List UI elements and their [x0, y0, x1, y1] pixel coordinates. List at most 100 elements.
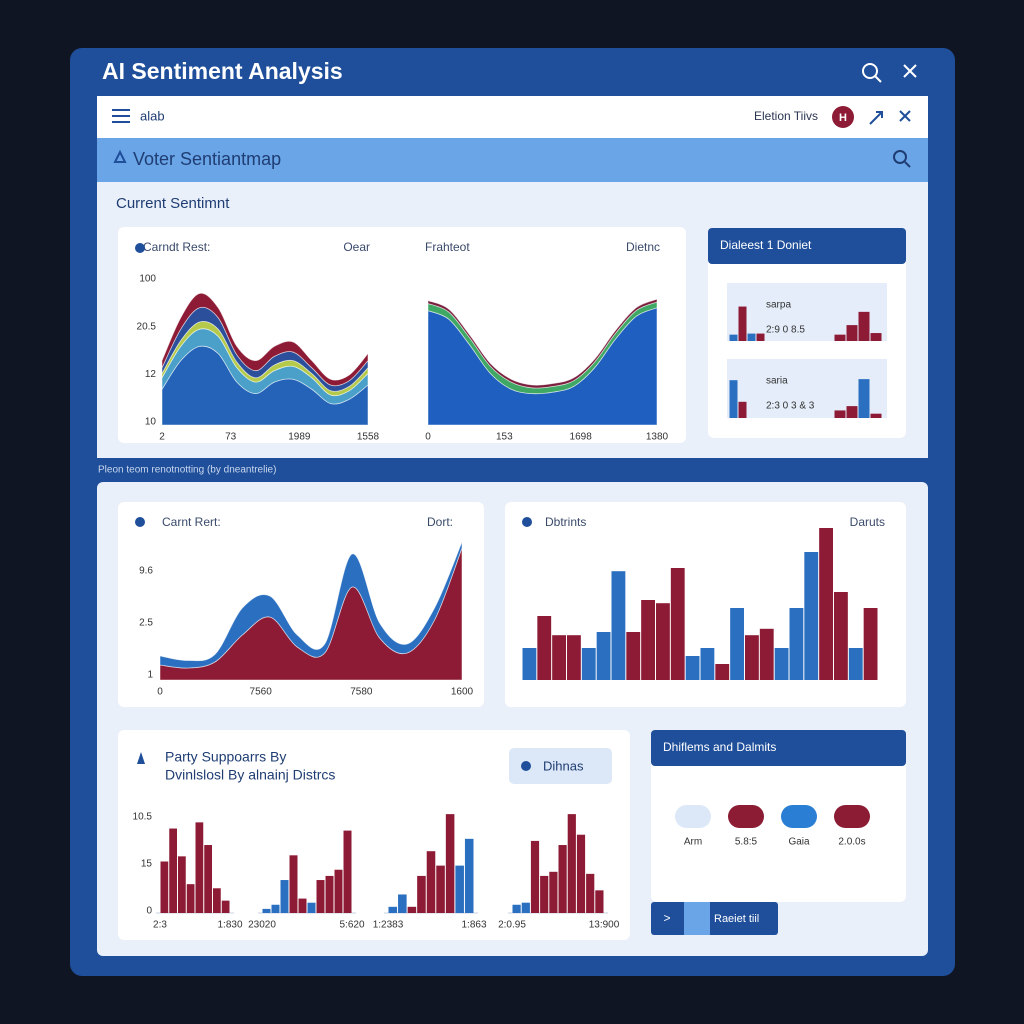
bar: [870, 413, 882, 418]
bar: [388, 906, 398, 913]
bar: [747, 333, 756, 341]
x-tick-label: 153: [496, 432, 513, 443]
legend-swatch: [728, 805, 764, 828]
window-title: AI Sentiment Analysis: [102, 58, 343, 84]
avatar[interactable]: [832, 106, 854, 128]
x-tick-label: 5:620: [339, 920, 364, 931]
chart-header: Dort:: [427, 515, 453, 529]
bar: [426, 851, 436, 913]
bar: [417, 875, 426, 913]
bar: [586, 873, 595, 913]
bar: [596, 632, 611, 680]
x-tick-label: 13:900: [589, 920, 620, 931]
bar: [581, 648, 596, 680]
card: [651, 730, 906, 902]
bar: [521, 902, 530, 913]
bar: [558, 845, 567, 913]
x-tick-label: 0: [425, 432, 431, 443]
section-title: Current Sentimnt: [116, 195, 230, 212]
bar: [316, 880, 325, 913]
footer-button[interactable]: [651, 902, 778, 935]
chart-header: Oear: [343, 240, 370, 254]
bar: [195, 822, 204, 913]
subheader: [97, 138, 928, 182]
bar: [289, 855, 298, 913]
toolbar-label: Eletion Tiivs: [754, 109, 818, 123]
x-tick-label: 1:830: [217, 920, 242, 931]
bar: [595, 890, 604, 913]
bar: [537, 616, 552, 680]
bar: [834, 592, 848, 680]
x-tick-label: 1380: [646, 432, 669, 443]
panel-label: sarpa: [766, 300, 791, 311]
legend-swatch: [834, 805, 870, 828]
bar: [848, 648, 863, 680]
card-title: Dvinlslosl By alnainj Distrcs: [165, 767, 335, 783]
area: [427, 298, 658, 389]
bar: [221, 900, 230, 913]
card-header: [708, 228, 906, 264]
card-icon: [137, 752, 145, 764]
toolbar-close[interactable]: [899, 110, 911, 122]
card-title: Dhiflems and Dalmits: [663, 740, 776, 754]
filter-button[interactable]: [509, 748, 612, 784]
bar: [436, 865, 445, 913]
bar: [512, 904, 521, 913]
x-tick-label: 7560: [250, 687, 273, 698]
x-tick-label: 7580: [350, 687, 373, 698]
x-tick-label: 1558: [357, 432, 380, 443]
menu-icon[interactable]: [112, 109, 130, 123]
bar: [656, 603, 670, 680]
card-icon: [522, 517, 532, 527]
bar: [464, 838, 474, 913]
bar: [567, 635, 581, 680]
bar: [729, 380, 738, 418]
panel-sublabel: 2:3 0 3 & 3: [766, 401, 815, 412]
close-icon[interactable]: [903, 64, 917, 78]
bar: [846, 325, 858, 341]
bar: [789, 608, 804, 680]
caption: Pleon teom renotnotting (by dneantrelie): [98, 465, 276, 476]
y-tick-label: 10.5: [133, 812, 153, 823]
bar: [567, 814, 576, 913]
button-icon: [521, 761, 531, 771]
bar: [819, 528, 833, 680]
panel-label: saria: [766, 376, 788, 387]
bar: [730, 608, 744, 680]
bar: [756, 333, 765, 341]
legend-label: Gaia: [788, 837, 810, 848]
subheader-search[interactable]: [893, 150, 911, 168]
y-tick-label: 20.5: [137, 321, 157, 332]
chart-header: Dbtrints: [545, 515, 586, 529]
search-icon[interactable]: [862, 63, 882, 83]
bar: [611, 571, 626, 680]
card-header: [651, 730, 906, 766]
x-tick-label: 1:2383: [373, 920, 404, 931]
chart-header: Carnt Rert:: [162, 515, 221, 529]
bar: [863, 608, 878, 680]
y-tick-label: 100: [139, 274, 156, 285]
bar: [398, 894, 407, 913]
bar: [407, 906, 417, 913]
y-tick-label: 2.5: [139, 618, 153, 629]
chart-header: Daruts: [850, 515, 885, 529]
bar: [804, 552, 819, 680]
button-icon-label: >: [663, 911, 670, 925]
bar: [522, 648, 537, 680]
bar: [834, 334, 846, 341]
y-tick-label: 15: [141, 859, 153, 870]
bar: [641, 600, 655, 680]
share-icon[interactable]: [869, 111, 883, 125]
legend-label: 5.8:5: [735, 837, 758, 848]
bar: [334, 869, 343, 913]
x-tick-label: 1698: [570, 432, 593, 443]
bar: [870, 333, 882, 341]
bar: [858, 379, 870, 418]
x-tick-label: 1:863: [461, 920, 486, 931]
subheader-icon: [113, 149, 127, 163]
bar: [343, 830, 352, 913]
bar: [455, 865, 464, 913]
bar: [325, 875, 334, 913]
card-title: Dialeest 1 Doniet: [720, 238, 812, 252]
x-tick-label: 2:3: [153, 920, 167, 931]
